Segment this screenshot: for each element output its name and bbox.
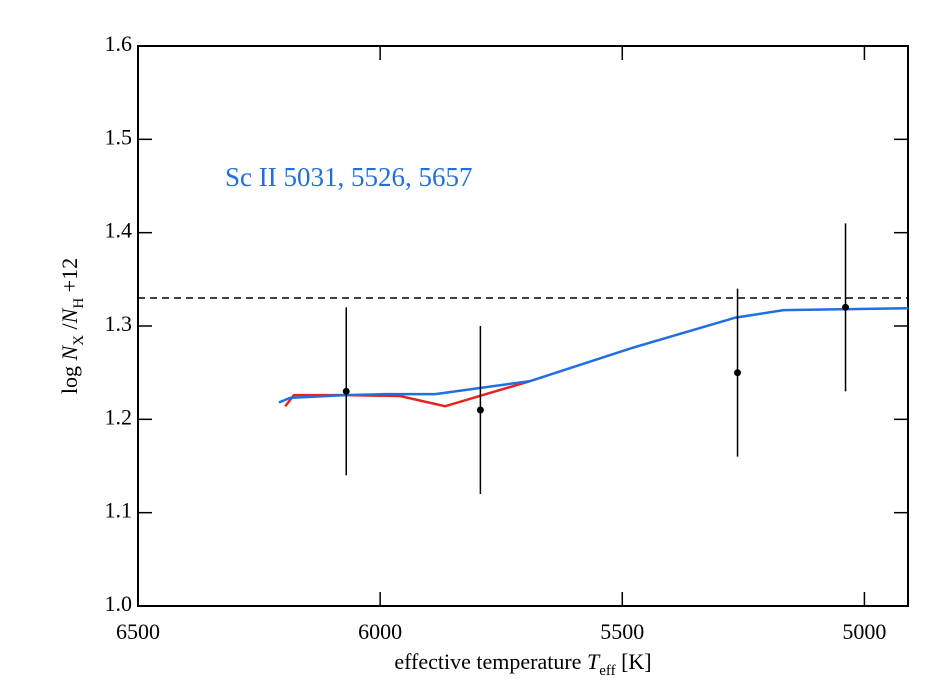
label-part: N	[57, 344, 82, 361]
x-axis-label: effective temperature Teff [K]	[394, 649, 651, 679]
label-part: T	[587, 649, 601, 674]
y-tick-label: 1.0	[105, 591, 133, 616]
y-tick-label: 1.1	[105, 498, 133, 523]
label-part: effective temperature	[394, 649, 587, 674]
series-line	[278, 307, 909, 404]
label-part: eff	[599, 663, 615, 679]
plot-frame	[137, 45, 909, 607]
data-point	[842, 303, 850, 311]
label-part: [K]	[616, 649, 652, 674]
x-tick-label: 6500	[116, 619, 160, 644]
data-point	[734, 369, 742, 377]
data-point	[476, 406, 484, 414]
y-tick-label: 1.3	[105, 311, 133, 336]
label-part: H	[71, 298, 87, 309]
annotation: Sc II 5031, 5526, 5657	[225, 162, 472, 192]
data-point	[342, 387, 350, 395]
y-tick-label: 1.6	[105, 31, 133, 56]
y-axis-label: log NX /NH +12	[57, 258, 87, 394]
x-tick-label: 5500	[600, 619, 644, 644]
x-tick-label: 6000	[358, 619, 402, 644]
y-tick-label: 1.2	[105, 404, 133, 429]
y-tick-label: 1.4	[105, 218, 133, 243]
x-tick-label: 5000	[842, 619, 886, 644]
y-tick-label: 1.5	[105, 124, 133, 149]
label-part: N	[57, 307, 82, 324]
label-part: +12	[57, 258, 82, 298]
label-part: /	[57, 322, 82, 335]
label-part: X	[71, 335, 87, 346]
label-part: log	[57, 360, 82, 394]
